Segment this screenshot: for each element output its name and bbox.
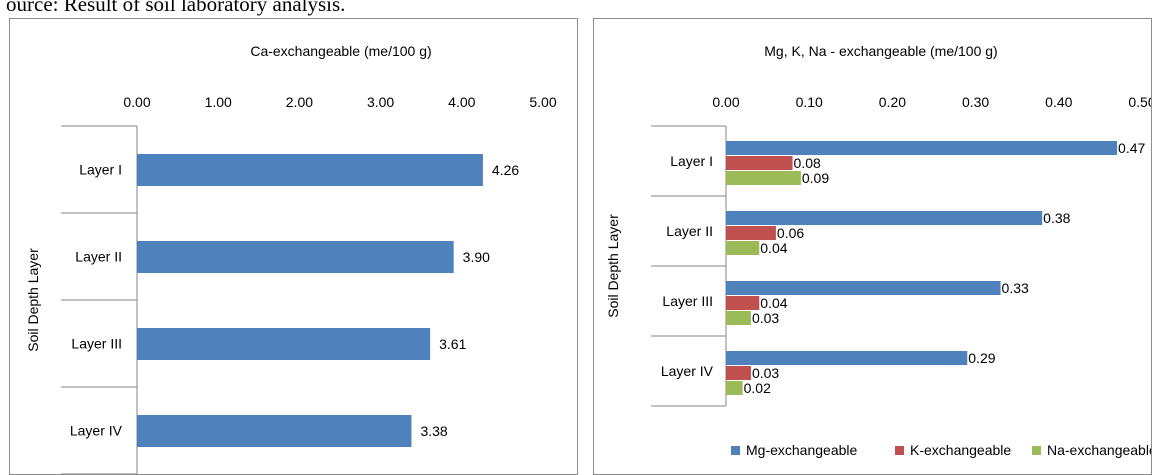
category-label: Layer I <box>670 153 713 169</box>
data-label: 0.08 <box>794 155 821 171</box>
legend-swatch <box>1032 446 1041 455</box>
bar <box>726 171 801 185</box>
legend-swatch <box>731 446 740 455</box>
data-label: 3.90 <box>463 249 490 265</box>
bar <box>726 296 760 310</box>
legend-label: Na-exchangeable <box>1047 442 1151 458</box>
x-tick-label: 4.00 <box>448 94 475 110</box>
chart-title: Mg, K, Na - exchangeable (me/100 g) <box>764 43 997 59</box>
chart-title: Ca-exchangeable (me/100 g) <box>250 43 431 59</box>
x-tick-label: 2.00 <box>286 94 313 110</box>
y-axis-title: Soil Depth Layer <box>605 214 621 318</box>
bar <box>137 328 431 360</box>
x-tick-label: 0.00 <box>712 94 739 110</box>
data-label: 0.06 <box>777 225 804 241</box>
x-tick-label: 0.30 <box>962 94 989 110</box>
ca-exchangeable-chart: Ca-exchangeable (me/100 g) 0.00 1.00 2.00 3.… <box>25 43 557 474</box>
x-tick-label: 0.40 <box>1045 94 1072 110</box>
data-label: 0.02 <box>744 380 771 396</box>
legend-label: K-exchangeable <box>910 442 1011 458</box>
bar <box>726 226 776 240</box>
category-label: Layer IV <box>70 423 123 439</box>
bar <box>726 281 1001 295</box>
data-label: 0.04 <box>760 240 787 256</box>
mg-k-na-chart-panel: Mg, K, Na - exchangeable (me/100 g) 0.00 0… <box>593 18 1152 475</box>
category-label: Layer III <box>662 293 713 309</box>
data-label: 4.26 <box>492 162 519 178</box>
x-tick-label: 0.50 <box>1128 94 1151 110</box>
x-tick-label: 1.00 <box>205 94 232 110</box>
category-label: Layer IV <box>661 363 714 379</box>
category-label: Layer III <box>71 336 122 352</box>
category-label: Layer I <box>79 162 122 178</box>
data-label: 0.47 <box>1118 140 1145 156</box>
y-axis-title: Soil Depth Layer <box>25 248 41 352</box>
category-label: Layer II <box>666 223 713 239</box>
category-label: Layer II <box>75 249 122 265</box>
bar <box>726 381 743 395</box>
data-label: 0.29 <box>968 350 995 366</box>
data-label: 0.03 <box>752 310 779 326</box>
bar <box>726 211 1043 225</box>
bar <box>726 311 751 325</box>
bar <box>726 241 760 255</box>
data-label: 0.03 <box>752 365 779 381</box>
bar <box>137 154 483 186</box>
ca-chart-panel: Ca-exchangeable (me/100 g) 0.00 1.00 2.00 3.… <box>9 18 578 475</box>
mg-k-na-exchangeable-chart: Mg, K, Na - exchangeable (me/100 g) 0.00 0… <box>605 43 1151 458</box>
data-label: 0.09 <box>802 170 829 186</box>
bar <box>137 415 412 447</box>
data-label: 0.38 <box>1043 210 1070 226</box>
bar <box>726 156 793 170</box>
x-tick-label: 0.20 <box>879 94 906 110</box>
source-note: ource: Result of soil laboratory analysi… <box>6 0 346 16</box>
x-tick-label: 5.00 <box>529 94 556 110</box>
bar <box>726 351 968 365</box>
data-label: 0.04 <box>760 295 787 311</box>
legend-swatch <box>895 446 904 455</box>
data-label: 3.38 <box>420 423 447 439</box>
bar <box>726 141 1118 155</box>
bar <box>137 241 454 273</box>
x-tick-label: 0.00 <box>123 94 150 110</box>
data-label: 3.61 <box>439 336 466 352</box>
legend-label: Mg-exchangeable <box>746 442 858 458</box>
x-tick-label: 3.00 <box>367 94 394 110</box>
data-label: 0.33 <box>1002 280 1029 296</box>
x-tick-label: 0.10 <box>796 94 823 110</box>
bar <box>726 366 751 380</box>
